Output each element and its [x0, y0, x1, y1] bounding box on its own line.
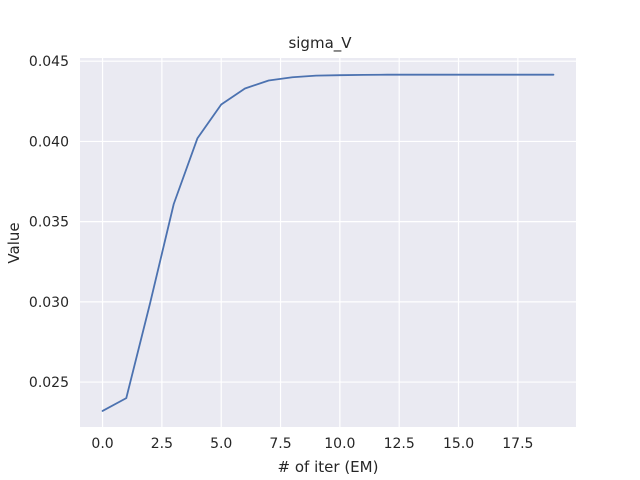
y-tick-label: 0.025	[29, 375, 69, 391]
x-tick-label: 12.5	[384, 436, 415, 452]
y-tick-label: 0.045	[29, 54, 69, 70]
x-tick-labels: 0.0 2.5 5.0 7.5 10.0 12.5 15.0 17.5	[91, 436, 533, 452]
grid-lines	[80, 58, 576, 427]
y-axis-label: Value	[5, 222, 23, 263]
y-tick-label: 0.040	[29, 134, 69, 150]
x-axis-label: # of iter (EM)	[278, 458, 379, 476]
x-tick-label: 7.5	[269, 436, 291, 452]
plot-area	[80, 58, 576, 427]
x-tick-label: 5.0	[210, 436, 232, 452]
x-tick-label: 10.0	[324, 436, 355, 452]
y-tick-label: 0.030	[29, 295, 69, 311]
x-tick-label: 2.5	[151, 436, 173, 452]
y-tick-labels: 0.025 0.030 0.035 0.040 0.045	[29, 54, 69, 391]
y-tick-label: 0.035	[29, 215, 69, 231]
series-line	[101, 73, 555, 412]
series-layer	[101, 73, 555, 412]
x-tick-label: 15.0	[443, 436, 474, 452]
x-tick-label: 0.0	[91, 436, 113, 452]
chart-title: sigma_V	[288, 34, 352, 53]
x-tick-label: 17.5	[502, 436, 533, 452]
